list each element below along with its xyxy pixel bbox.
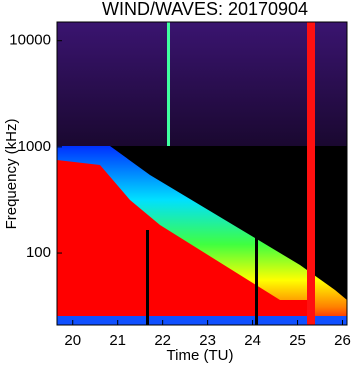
burst-bar — [307, 22, 315, 325]
y-tick-label: 10000 — [9, 32, 51, 49]
hf-noise — [57, 22, 347, 146]
data-gap — [255, 230, 258, 325]
x-tick-label: 21 — [109, 332, 126, 349]
chart-title: WIND/WAVES: 20170904 — [102, 0, 308, 19]
x-tick-label: 23 — [199, 332, 216, 349]
x-tick-label: 24 — [244, 332, 261, 349]
burst-line — [167, 22, 170, 146]
emission-edge — [57, 316, 347, 325]
emission-core — [57, 160, 280, 300]
x-axis-label: Time (TU) — [167, 347, 234, 364]
y-tick-label: 100 — [26, 244, 51, 261]
data-gap — [146, 230, 149, 325]
y-axis-label: Frequency (kHz) — [3, 119, 20, 230]
x-tick-label: 22 — [154, 332, 171, 349]
spectrogram-image — [57, 22, 347, 325]
x-tick-label: 20 — [64, 332, 81, 349]
x-tick-label: 26 — [334, 332, 351, 349]
plot-frame — [56, 21, 348, 326]
y-tick-label: 1000 — [18, 138, 51, 155]
emission-floor — [57, 300, 307, 318]
x-tick-label: 25 — [289, 332, 306, 349]
